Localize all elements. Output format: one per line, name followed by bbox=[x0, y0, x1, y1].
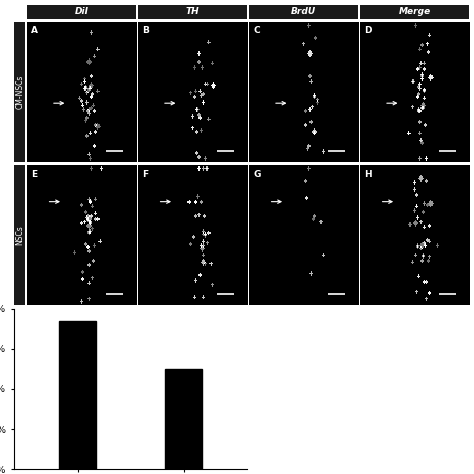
Text: E: E bbox=[31, 170, 37, 179]
Text: BrdU: BrdU bbox=[291, 7, 316, 16]
Text: H: H bbox=[365, 170, 372, 179]
Text: NSCs: NSCs bbox=[15, 225, 24, 245]
Text: G: G bbox=[254, 170, 261, 179]
Text: F: F bbox=[142, 170, 148, 179]
Text: A: A bbox=[31, 27, 38, 36]
Text: DiI: DiI bbox=[74, 7, 89, 16]
Text: D: D bbox=[365, 27, 372, 36]
Text: TH: TH bbox=[186, 7, 200, 16]
Bar bbox=[165, 369, 202, 469]
Text: Merge: Merge bbox=[399, 7, 431, 16]
Text: B: B bbox=[142, 27, 149, 36]
Text: CM-NSCs: CM-NSCs bbox=[15, 75, 24, 109]
Bar bbox=[59, 320, 96, 469]
Text: C: C bbox=[254, 27, 260, 36]
